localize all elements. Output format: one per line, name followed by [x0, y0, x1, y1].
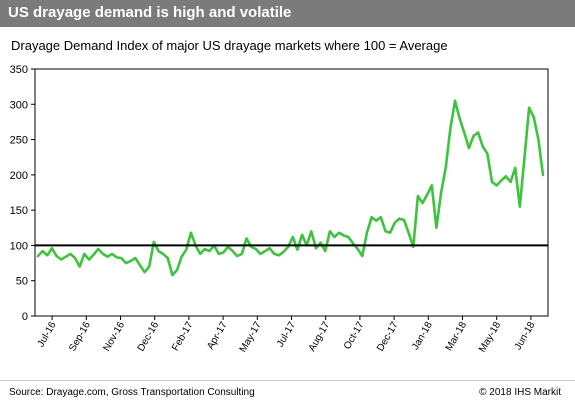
x-tick-label: Jul-17	[275, 320, 298, 349]
x-tick-label: Nov-16	[101, 320, 127, 354]
y-tick-label: 300	[10, 99, 28, 111]
y-tick-label: 150	[10, 205, 28, 217]
header-title: US drayage demand is high and volatile	[8, 4, 292, 21]
x-tick-label: Aug-17	[307, 320, 333, 354]
x-tick-label: Jul-16	[36, 320, 59, 349]
x-tick-label: May-18	[477, 320, 503, 355]
plot-frame	[34, 68, 549, 317]
source-note: Source: Drayage.com, Gross Transportatio…	[9, 387, 255, 398]
x-tick-label: Oct-17	[342, 320, 367, 352]
x-tick-label: Jun-18	[513, 320, 538, 352]
x-tick-label: Feb-17	[170, 320, 196, 353]
x-tick-label: Sep-16	[67, 320, 93, 354]
x-tick-label: Dec-16	[136, 320, 162, 354]
y-tick-label: 50	[16, 276, 28, 288]
copyright-note: © 2018 IHS Markit	[479, 387, 561, 398]
header-bar: US drayage demand is high and volatile	[0, 0, 575, 27]
y-tick-label: 0	[22, 311, 28, 323]
demand-index-line	[36, 99, 545, 277]
footer: Source: Drayage.com, Gross Transportatio…	[0, 380, 575, 410]
x-tick-label: Dec-17	[375, 320, 401, 354]
x-tick-label: Mar-18	[444, 320, 470, 353]
chart-title: Drayage Demand Index of major US drayage…	[11, 38, 448, 53]
y-tick-label: 350	[10, 64, 28, 76]
x-tick-label: Jan-18	[410, 320, 435, 352]
x-tick-label: May-17	[238, 320, 264, 355]
x-tick-label: Apr-17	[205, 320, 230, 352]
y-tick-label: 250	[10, 135, 28, 147]
y-tick-label: 200	[10, 170, 28, 182]
y-tick-label: 100	[10, 240, 28, 252]
line-chart: 0 50 100 150 200 250 300 350 Jul-16 Sep-16 Nov-16 D…	[10, 64, 549, 355]
